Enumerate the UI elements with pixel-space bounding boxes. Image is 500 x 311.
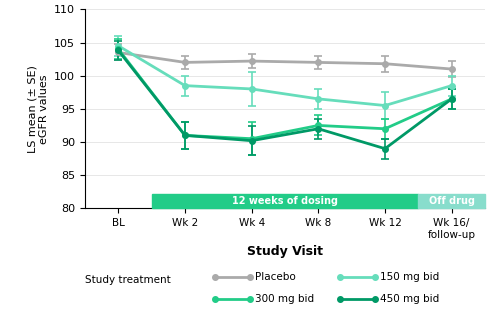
Text: 450 mg bid: 450 mg bid (380, 294, 440, 304)
Text: Off drug: Off drug (428, 196, 474, 206)
Text: Study treatment: Study treatment (85, 275, 171, 285)
X-axis label: Study Visit: Study Visit (247, 245, 323, 258)
Bar (418, 194, 485, 208)
Text: 12 weeks of dosing: 12 weeks of dosing (232, 196, 338, 206)
Text: 150 mg bid: 150 mg bid (380, 272, 440, 282)
Y-axis label: LS mean (± SE)
eGFR values: LS mean (± SE) eGFR values (27, 65, 48, 153)
Text: 300 mg bid: 300 mg bid (255, 294, 314, 304)
Bar (152, 194, 418, 208)
Text: Placebo: Placebo (255, 272, 296, 282)
